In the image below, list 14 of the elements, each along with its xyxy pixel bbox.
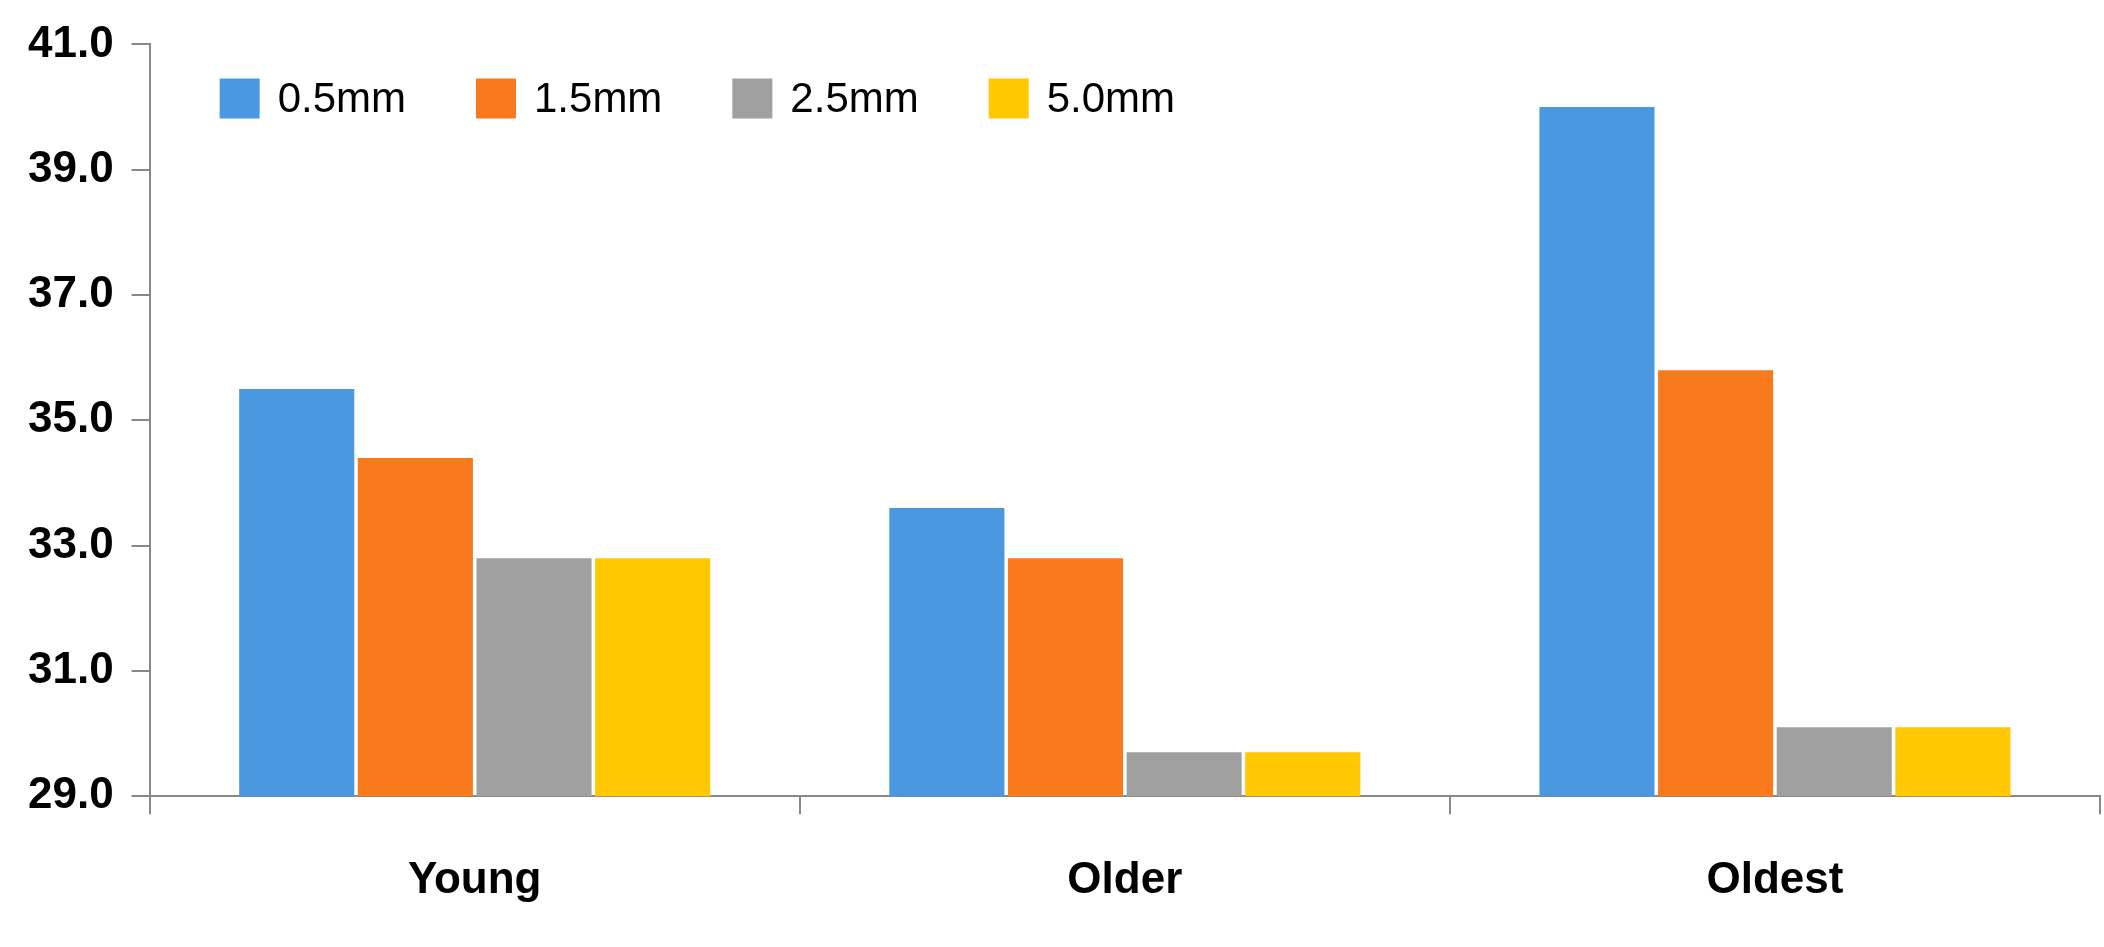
y-tick-label: 35.0 <box>28 392 114 442</box>
y-tick-label: 39.0 <box>28 141 114 191</box>
legend-label: 0.5mm <box>277 73 406 121</box>
x-tick-label: Older <box>1067 852 1183 902</box>
y-tick-label: 29.0 <box>28 768 114 818</box>
legend-label: 1.5mm <box>534 73 663 121</box>
x-tick-label: Oldest <box>1706 852 1844 902</box>
legend-label: 2.5mm <box>790 73 919 121</box>
y-tick-label: 33.0 <box>28 517 114 567</box>
y-tick-label: 41.0 <box>28 16 114 66</box>
x-tick-label: Young <box>407 852 542 902</box>
legend-label: 5.0mm <box>1046 73 1176 121</box>
y-tick-label: 31.0 <box>28 643 114 693</box>
y-tick-label: 37.0 <box>28 267 114 317</box>
